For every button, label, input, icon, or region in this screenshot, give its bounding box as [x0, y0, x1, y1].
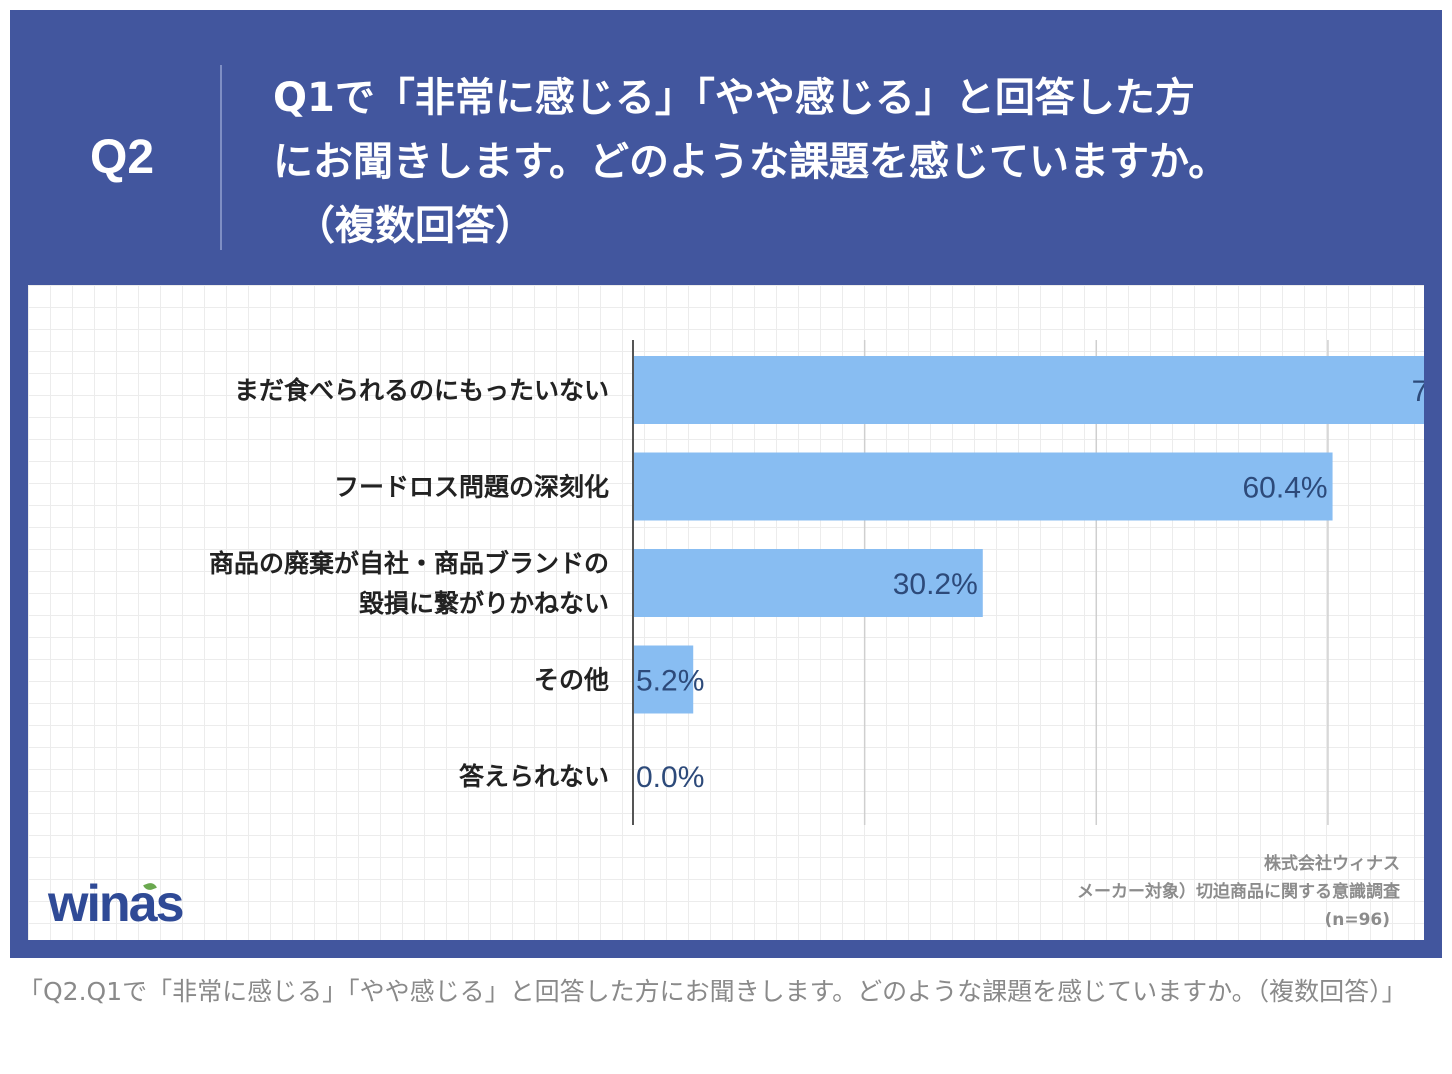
question-title-line-3: （複数回答）	[295, 203, 535, 249]
winas-logo: winas	[48, 875, 184, 933]
category-label-4: 答えられない	[459, 762, 609, 791]
category-label-2-line-0: 商品の廃棄が自社・商品ブランドの	[209, 549, 609, 578]
category-label-3: その他	[534, 666, 609, 695]
value-label-1: 60.4%	[1242, 472, 1327, 505]
bar-chart: 75.0% まだ食べられるのにもったいない 60.4% フードロス問題の深刻化 30.2…	[209, 340, 1424, 825]
value-label-2: 30.2%	[893, 568, 978, 601]
source-note: 株式会社ウィナス メーカー対象）切迫商品に関する意識調査 (n=96)	[1077, 850, 1400, 934]
source-survey: メーカー対象）切迫商品に関する意識調査	[1077, 882, 1400, 902]
chart-panel: 75.0% まだ食べられるのにもったいない 60.4% フードロス問題の深刻化 30.2…	[28, 285, 1424, 940]
category-label-0: まだ食べられるのにもったいない	[234, 376, 609, 405]
value-label-3: 5.2%	[636, 665, 704, 698]
bar-1	[633, 452, 1333, 521]
source-company: 株式会社ウィナス	[1264, 854, 1400, 874]
question-title: Q1で「非常に感じる」「やや感じる」と回答した方 にお聞きします。どのような課題…	[273, 66, 1293, 258]
bar-2	[633, 549, 983, 617]
title-divider	[220, 65, 222, 250]
bar-3	[633, 645, 694, 714]
category-label-1: フードロス問題の深刻化	[334, 473, 609, 502]
value-label-0: 75.0%	[1412, 375, 1424, 408]
bar-0	[633, 356, 1424, 424]
question-number: Q2	[90, 131, 155, 184]
value-label-4: 0.0%	[636, 761, 704, 794]
sample-size: (n=96)	[1324, 910, 1390, 930]
category-label-2-line-1: 毀損に繋がりかねない	[359, 589, 609, 618]
question-title-line-1: Q1で「非常に感じる」「やや感じる」と回答した方	[273, 75, 1195, 121]
question-title-line-2: にお聞きします。どのような課題を感じていますか。	[273, 139, 1229, 185]
image-caption: 「Q2.Q1で「非常に感じる」「やや感じる」と回答した方にお聞きします。どのよう…	[18, 977, 1407, 1006]
